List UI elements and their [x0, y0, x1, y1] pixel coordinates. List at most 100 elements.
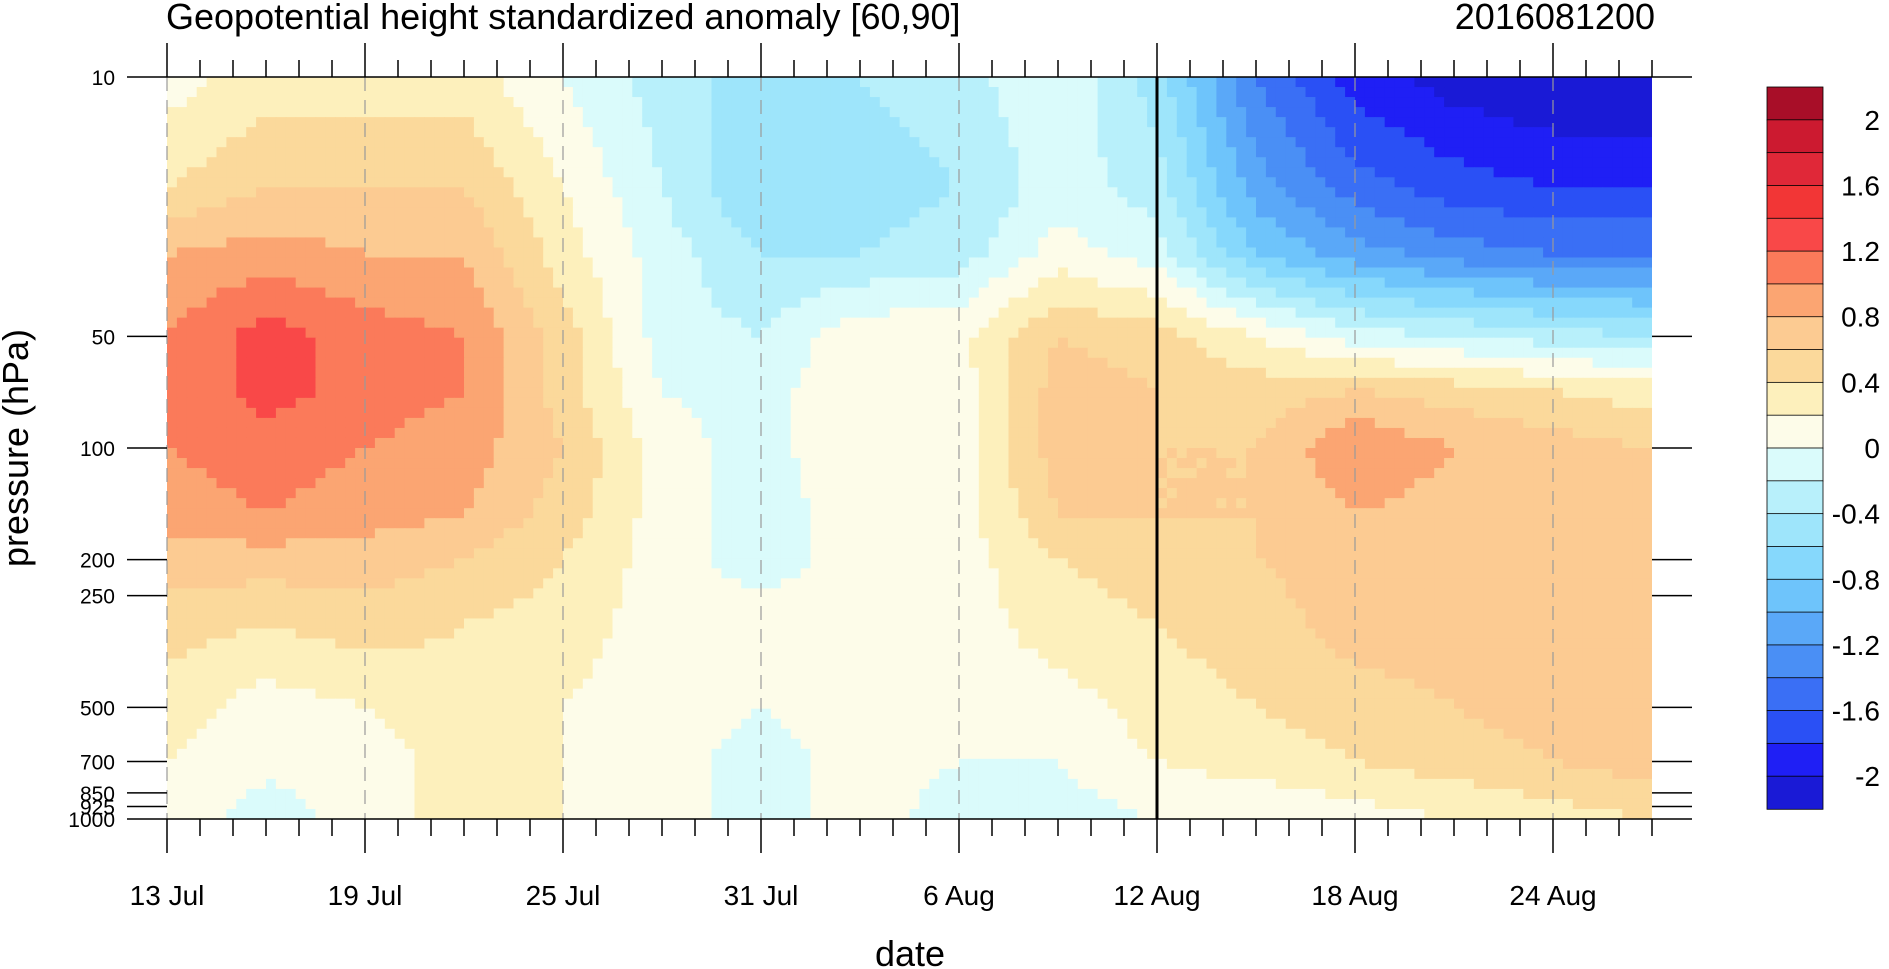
- contour-cell: [325, 137, 336, 148]
- contour-cell: [1196, 287, 1208, 299]
- contour-cell: [592, 77, 604, 88]
- contour-cell: [1147, 177, 1158, 188]
- contour-cell: [1355, 287, 1366, 299]
- contour-cell: [919, 377, 930, 389]
- contour-cell: [414, 357, 425, 369]
- contour-cell: [1176, 387, 1188, 399]
- contour-cell: [196, 197, 208, 208]
- contour-cell: [285, 207, 297, 218]
- contour-cell: [1384, 177, 1396, 188]
- contour-cell: [434, 177, 445, 188]
- contour-cell: [216, 367, 227, 379]
- contour-cell: [850, 387, 861, 399]
- contour-cell: [1226, 397, 1237, 409]
- contour-cell: [582, 347, 594, 359]
- contour-cell: [444, 207, 455, 218]
- contour-cell: [414, 317, 425, 329]
- contour-cell: [1434, 257, 1445, 269]
- contour-cell: [1107, 307, 1118, 319]
- contour-cell: [662, 77, 673, 88]
- contour-cell: [929, 277, 940, 289]
- contour-cell: [711, 217, 722, 229]
- contour-cell: [1454, 297, 1465, 309]
- contour-cell: [1582, 337, 1594, 349]
- contour-cell: [345, 327, 356, 339]
- contour-cell: [652, 387, 663, 399]
- contour-cell: [1226, 77, 1237, 88]
- contour-cell: [1335, 367, 1346, 379]
- contour-cell: [1543, 137, 1554, 148]
- contour-cell: [553, 257, 564, 269]
- contour-cell: [1157, 237, 1168, 249]
- contour-cell: [325, 97, 336, 108]
- contour-cell: [830, 87, 841, 98]
- contour-cell: [800, 107, 812, 118]
- contour-cell: [1533, 127, 1544, 138]
- contour-cell: [1018, 217, 1029, 229]
- contour-cell: [374, 87, 386, 98]
- contour-cell: [246, 77, 257, 88]
- contour-cell: [909, 147, 920, 158]
- contour-cell: [1592, 337, 1604, 349]
- contour-cell: [365, 377, 376, 389]
- contour-cell: [652, 217, 663, 229]
- contour-cell: [305, 367, 317, 379]
- contour-cell: [1572, 167, 1584, 178]
- contour-cell: [1147, 287, 1158, 299]
- contour-cell: [1444, 207, 1455, 218]
- contour-cell: [167, 127, 178, 138]
- contour-cell: [1067, 327, 1079, 339]
- contour-cell: [1196, 77, 1208, 88]
- contour-cell: [1256, 107, 1267, 118]
- contour-cell: [622, 107, 633, 118]
- contour-cell: [454, 197, 465, 208]
- contour-cell: [1355, 377, 1366, 389]
- contour-cell: [473, 337, 485, 349]
- contour-cell: [1513, 97, 1524, 108]
- contour-cell: [1285, 237, 1297, 249]
- contour-cell: [1483, 97, 1495, 108]
- contour-cell: [681, 337, 693, 349]
- contour-cell: [404, 107, 416, 118]
- contour-cell: [1107, 377, 1118, 389]
- contour-cell: [889, 337, 901, 349]
- contour-cell: [1315, 267, 1326, 279]
- contour-cell: [533, 137, 544, 148]
- contour-cell: [632, 177, 643, 188]
- contour-cell: [998, 177, 1010, 188]
- contour-cell: [1483, 317, 1495, 329]
- contour-cell: [1384, 87, 1396, 98]
- contour-cell: [285, 367, 297, 379]
- contour-cell: [1523, 127, 1534, 138]
- contour-cell: [473, 237, 485, 249]
- contour-cell: [840, 237, 851, 249]
- contour-cell: [622, 337, 633, 349]
- contour-cell: [929, 217, 940, 229]
- contour-cell: [1444, 147, 1455, 158]
- contour-cell: [444, 77, 455, 88]
- contour-cell: [1473, 97, 1485, 108]
- contour-cell: [929, 157, 940, 168]
- contour-cell: [602, 337, 614, 349]
- contour-cell: [1067, 237, 1079, 249]
- contour-cell: [1206, 187, 1217, 198]
- contour-cell: [820, 377, 831, 389]
- contour-cell: [206, 337, 218, 349]
- contour-cell: [1048, 357, 1059, 369]
- contour-cell: [1206, 167, 1217, 178]
- contour-cell: [216, 157, 227, 168]
- contour-cell: [1315, 327, 1326, 339]
- contour-cell: [394, 97, 406, 108]
- contour-cell: [1206, 287, 1217, 299]
- contour-cell: [226, 357, 237, 369]
- contour-cell: [1325, 287, 1336, 299]
- contour-cell: [483, 237, 495, 249]
- contour-cell: [256, 257, 267, 269]
- contour-cell: [1355, 217, 1366, 229]
- contour-cell: [751, 197, 762, 208]
- contour-cell: [167, 267, 178, 279]
- contour-cell: [1632, 287, 1643, 299]
- contour-cell: [394, 377, 406, 389]
- contour-cell: [1444, 157, 1455, 168]
- contour-cell: [988, 137, 1000, 148]
